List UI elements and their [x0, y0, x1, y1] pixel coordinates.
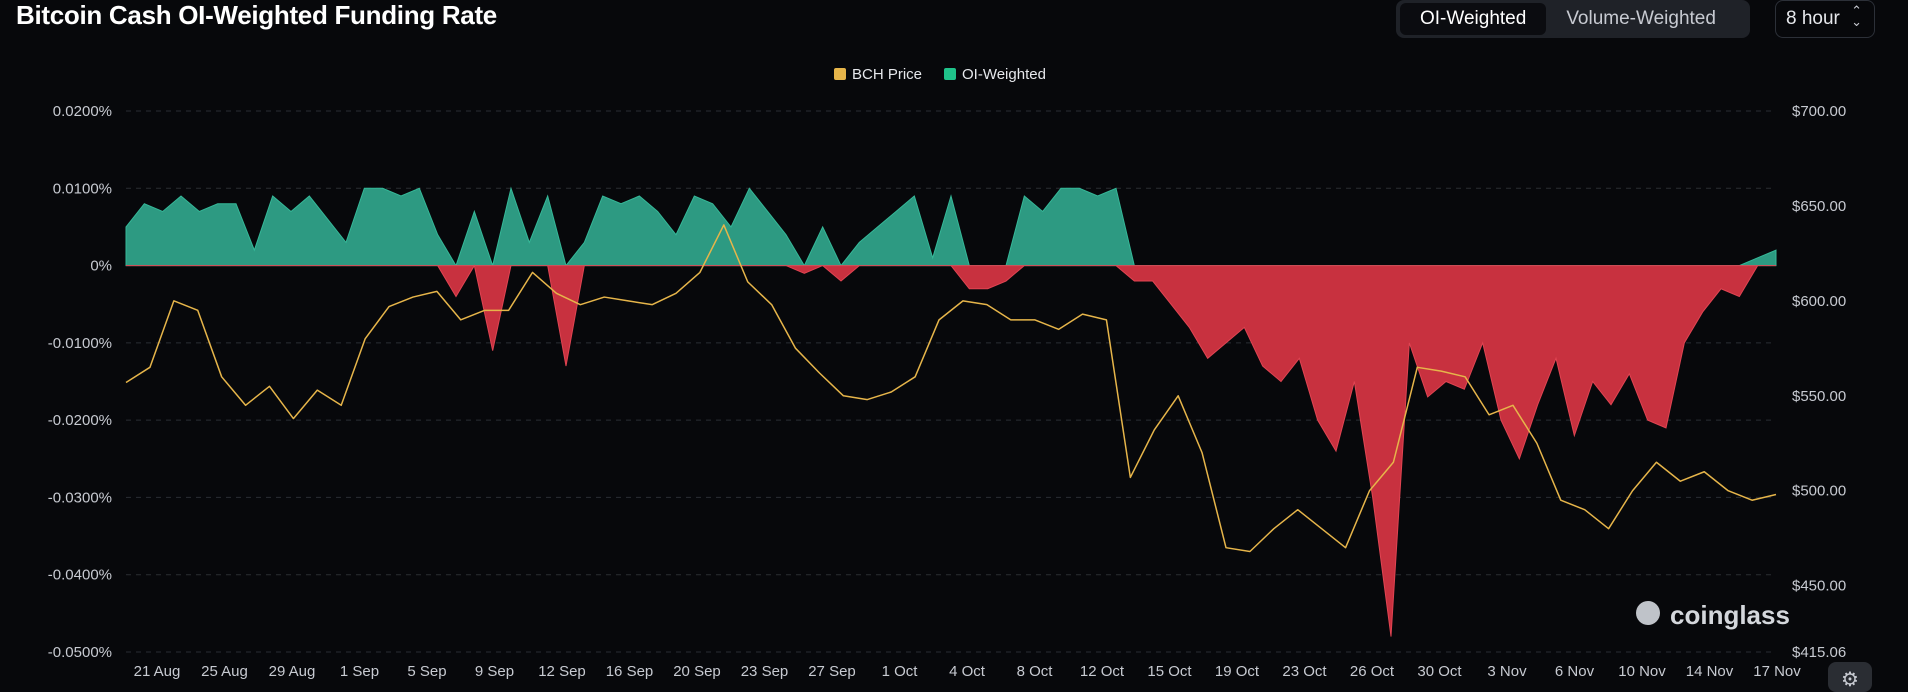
x-tick-label: 19 Oct	[1215, 663, 1260, 680]
x-tick-label: 29 Aug	[269, 663, 316, 680]
y-left-tick-label: -0.0400%	[48, 567, 112, 584]
x-tick-label: 23 Sep	[741, 663, 789, 680]
gear-icon: ⚙	[1841, 669, 1859, 691]
legend-swatch	[834, 68, 846, 80]
legend-swatch	[944, 68, 956, 80]
y-right-tick-label: $650.00	[1792, 198, 1846, 215]
interval-value: 8 hour	[1786, 8, 1840, 29]
interval-select[interactable]: 8 hour ⌃ ⌄	[1775, 0, 1875, 38]
x-tick-label: 4 Oct	[949, 663, 986, 680]
bch-price-line	[125, 224, 1777, 553]
chart-legend: BCH Price OI-Weighted	[834, 66, 1046, 83]
x-tick-label: 15 Oct	[1147, 663, 1192, 680]
x-tick-label: 30 Oct	[1417, 663, 1462, 680]
x-tick-label: 12 Sep	[538, 663, 586, 680]
x-tick-label: 27 Sep	[808, 663, 856, 680]
x-tick-label: 23 Oct	[1282, 663, 1327, 680]
y-left-tick-label: 0%	[90, 258, 112, 275]
y-left-tick-label: -0.0300%	[48, 489, 112, 506]
legend-label: BCH Price	[852, 66, 922, 83]
y-left-tick-label: 0.0200%	[53, 103, 112, 120]
coinglass-watermark: coinglass	[1636, 600, 1790, 630]
page-title: Bitcoin Cash OI-Weighted Funding Rate	[16, 0, 497, 30]
x-tick-label: 25 Aug	[201, 663, 248, 680]
y-right-tick-label: $450.00	[1792, 578, 1846, 595]
up-down-chevron-icon: ⌃ ⌄	[1851, 3, 1862, 29]
funding-negative-area	[126, 264, 1776, 637]
toggle-oi-weighted[interactable]: OI-Weighted	[1400, 3, 1547, 35]
y-left-tick-label: -0.0200%	[48, 412, 112, 429]
x-tick-label: 10 Nov	[1618, 663, 1666, 680]
x-tick-label: 1 Sep	[340, 663, 379, 680]
funding-positive-area	[125, 186, 1777, 268]
x-tick-label: 17 Nov	[1753, 663, 1801, 680]
y-right-tick-label: $600.00	[1792, 293, 1846, 310]
toggle-volume-weighted[interactable]: Volume-Weighted	[1566, 8, 1716, 29]
x-tick-label: 9 Sep	[475, 663, 514, 680]
y-right-tick-label: $415.06	[1792, 644, 1846, 661]
x-tick-label: 21 Aug	[134, 663, 181, 680]
coinglass-logo-icon	[1636, 601, 1660, 625]
x-tick-label: 20 Sep	[673, 663, 721, 680]
chart-settings-button[interactable]: ⚙	[1828, 662, 1872, 692]
x-tick-label: 12 Oct	[1080, 663, 1125, 680]
legend-label: OI-Weighted	[962, 66, 1046, 83]
weighting-toggle: OI-Weighted Volume-Weighted	[1396, 0, 1750, 38]
y-left-tick-label: -0.0100%	[48, 335, 112, 352]
x-tick-label: 1 Oct	[882, 663, 919, 680]
x-tick-label: 8 Oct	[1017, 663, 1054, 680]
watermark-text: coinglass	[1670, 600, 1790, 630]
y-right-tick-label: $550.00	[1792, 388, 1846, 405]
x-tick-label: 14 Nov	[1686, 663, 1734, 680]
y-left-tick-label: 0.0100%	[53, 180, 112, 197]
x-tick-label: 26 Oct	[1350, 663, 1395, 680]
x-tick-label: 3 Nov	[1487, 663, 1527, 680]
y-right-tick-label: $500.00	[1792, 483, 1846, 500]
x-tick-label: 16 Sep	[606, 663, 654, 680]
x-tick-label: 6 Nov	[1555, 663, 1595, 680]
y-left-tick-label: -0.0500%	[48, 644, 112, 661]
y-right-tick-label: $700.00	[1792, 103, 1846, 120]
x-tick-label: 5 Sep	[407, 663, 446, 680]
